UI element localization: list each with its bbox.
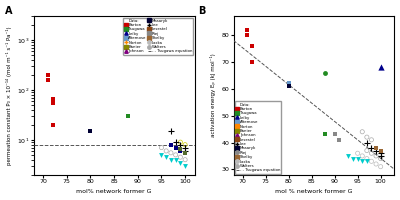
- Point: [182, 39, 188, 42]
- Point: [354, 152, 361, 155]
- Point: [49, 101, 56, 105]
- Point: [364, 141, 370, 144]
- Point: [182, 151, 188, 154]
- Point: [359, 160, 366, 163]
- Point: [182, 158, 188, 161]
- Point: [249, 44, 255, 47]
- Point: [172, 141, 179, 144]
- Point: [249, 60, 255, 64]
- Point: [49, 123, 56, 126]
- Point: [125, 114, 132, 118]
- Point: [354, 157, 361, 160]
- Point: [158, 146, 165, 149]
- Point: [350, 157, 356, 160]
- Point: [87, 129, 94, 133]
- Point: [168, 129, 174, 133]
- Point: [373, 154, 379, 158]
- Point: [359, 130, 366, 133]
- Legend: Data:, Barton, Tsugawa, Leiby, Altemose, Norton, Banier, Johnson, Masaryk, Lee, : Data:, Barton, Tsugawa, Leiby, Altemose,…: [123, 18, 194, 55]
- Point: [172, 158, 179, 161]
- Point: [168, 143, 174, 146]
- Point: [368, 138, 375, 141]
- Point: [359, 154, 366, 158]
- Text: A: A: [5, 6, 12, 16]
- Point: [373, 146, 379, 149]
- Point: [163, 149, 169, 153]
- Point: [378, 154, 384, 158]
- Point: [172, 153, 179, 156]
- Point: [378, 157, 384, 160]
- Point: [332, 133, 338, 136]
- Y-axis label: activation energy Eₚ (kJ mol⁻¹): activation energy Eₚ (kJ mol⁻¹): [210, 54, 216, 137]
- Point: [45, 73, 51, 77]
- Point: [345, 154, 352, 158]
- Point: [368, 146, 375, 149]
- Point: [49, 98, 56, 101]
- Point: [182, 164, 188, 168]
- Point: [378, 165, 384, 168]
- X-axis label: mol % network former G: mol % network former G: [275, 189, 353, 194]
- Point: [378, 66, 384, 69]
- Point: [163, 156, 169, 159]
- Point: [322, 133, 329, 136]
- Point: [373, 149, 379, 152]
- X-axis label: mol% network former G: mol% network former G: [76, 189, 152, 194]
- Point: [158, 153, 165, 156]
- Point: [177, 156, 184, 159]
- Y-axis label: permeation constant P₀ × 10⁻¹⁴ (mol m⁻¹ s⁻¹ Pa⁻¹): permeation constant P₀ × 10⁻¹⁴ (mol m⁻¹ …: [6, 26, 12, 165]
- Point: [168, 158, 174, 161]
- Point: [364, 136, 370, 139]
- Point: [244, 28, 250, 31]
- Point: [364, 160, 370, 163]
- Point: [378, 152, 384, 155]
- Point: [286, 85, 292, 88]
- Point: [177, 141, 184, 144]
- Point: [177, 149, 184, 153]
- Point: [286, 82, 292, 85]
- Point: [244, 34, 250, 37]
- Legend: Data:, Barton, Tsugawa, Leiby, Altemose, Norton, Banier, Johnson, Lesestel, Lee,: Data:, Barton, Tsugawa, Leiby, Altemose,…: [235, 101, 282, 174]
- Point: [322, 71, 329, 74]
- Text: B: B: [198, 6, 206, 16]
- Point: [45, 78, 51, 81]
- Point: [378, 149, 384, 152]
- Point: [182, 146, 188, 149]
- Point: [182, 151, 188, 154]
- Point: [177, 161, 184, 164]
- Point: [336, 138, 342, 141]
- Point: [182, 149, 188, 153]
- Point: [368, 160, 375, 163]
- Point: [182, 143, 188, 146]
- Point: [172, 146, 179, 149]
- Point: [364, 149, 370, 152]
- Point: [177, 148, 184, 151]
- Point: [368, 152, 375, 155]
- Point: [177, 143, 184, 146]
- Point: [364, 157, 370, 160]
- Point: [373, 162, 379, 166]
- Point: [168, 151, 174, 154]
